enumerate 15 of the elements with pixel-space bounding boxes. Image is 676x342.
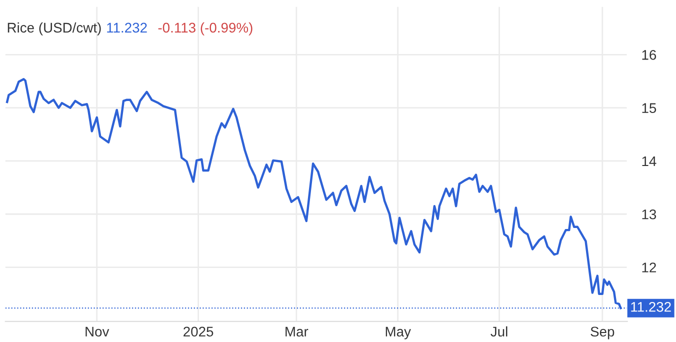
ref-line-label: 11.232 xyxy=(631,302,671,312)
y-tick-label: 15 xyxy=(642,103,656,113)
y-tick-label: 14 xyxy=(642,156,656,166)
text: 11.232 xyxy=(107,22,147,33)
x-tick-label: Sep xyxy=(590,326,614,340)
annotation: -0.113 (-0.99%) xyxy=(158,22,252,36)
y-tick-label: 12 xyxy=(642,262,656,272)
x-tick-label: Nov xyxy=(86,326,110,337)
x-tick-label: 2025 xyxy=(184,326,214,337)
y-tick-label: 16 xyxy=(642,50,656,60)
text: Rice (USD/cwt) xyxy=(8,22,101,36)
y-tick-label: 13 xyxy=(642,209,656,220)
x-tick-label: Jul xyxy=(490,326,508,337)
x-tick-label: May xyxy=(386,326,411,340)
x-tick-label: Mar xyxy=(286,326,308,337)
